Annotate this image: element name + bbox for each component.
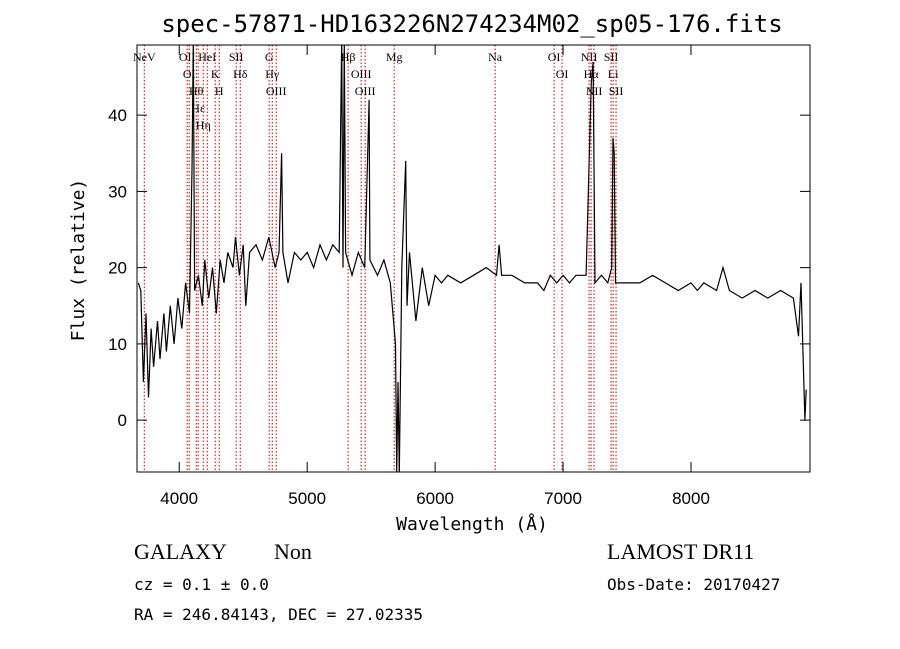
line-label: Li [608,67,619,81]
line-label: OIII [266,84,287,98]
line-label: OIII [351,67,372,81]
x-axis-label: Wavelength (Å) [396,513,548,535]
y-tick-label: 0 [118,411,127,430]
line-label: K [211,67,220,81]
class-label: GALAXY [134,539,227,564]
line-label: NII [586,84,603,98]
line-label: OI [548,50,561,64]
survey-label: LAMOST DR11 [607,539,754,564]
line-label: NeV [133,50,156,64]
line-label: OII [179,50,196,64]
y-axis-label: Flux (relative) [68,179,89,342]
line-label: Hγ [265,67,280,81]
line-label: HeI [198,50,216,64]
line-label: Hα [584,67,600,81]
line-label: SII [609,84,624,98]
line-label: Hε [191,101,205,115]
line-label: Hθ [189,84,204,98]
subclass-label: Non [274,539,312,564]
line-label: Hδ [233,67,248,81]
line-label: Hβ [341,50,356,64]
line-label: OIII [355,84,376,98]
line-label: G [265,50,274,64]
x-tick-label: 5000 [288,489,326,508]
chart-title: spec-57871-HD163226N274234M02_sp05-176.f… [161,10,782,38]
x-tick-label: 7000 [544,489,582,508]
line-label: SII [229,50,244,64]
x-tick-label: 6000 [416,489,454,508]
x-tick-label: 8000 [672,489,710,508]
plot-frame [136,44,811,473]
line-label: H [215,84,224,98]
line-label: Na [488,50,503,64]
line-label: Hη [196,118,211,132]
y-tick-label: 40 [108,106,127,125]
line-label: SII [604,50,619,64]
coords: RA = 246.84143, DEC = 27.02335 [134,605,423,624]
x-tick-label: 4000 [160,489,198,508]
line-label: NII [581,50,598,64]
line-label: Mg [386,50,403,64]
cz-label: cz = 0.1 ± 0.0 [134,575,269,594]
y-tick-label: 20 [108,259,127,278]
y-tick-label: 30 [108,182,127,201]
line-label: OI [556,67,569,81]
y-tick-label: 10 [108,335,127,354]
obs-date: Obs-Date: 20170427 [607,575,780,594]
spectrum [137,45,807,472]
